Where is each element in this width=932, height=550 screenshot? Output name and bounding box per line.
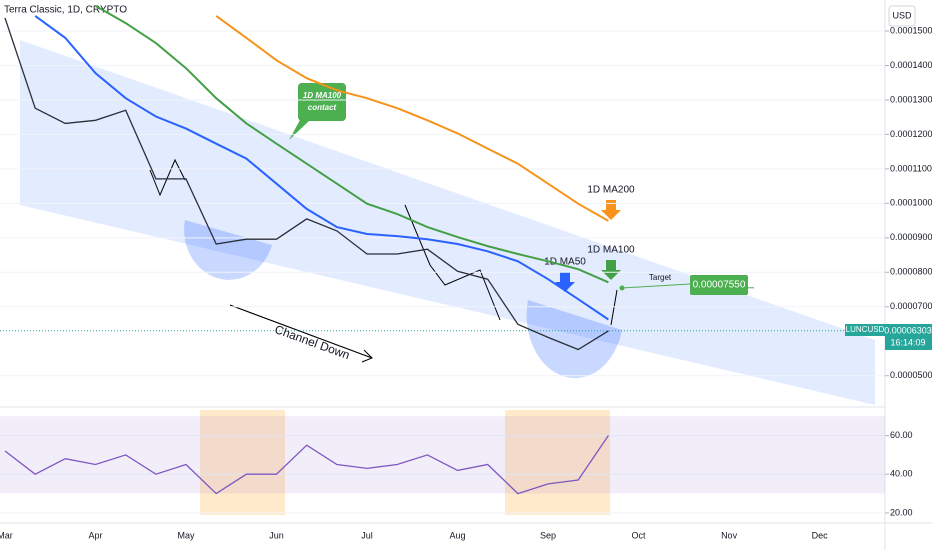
callout bbox=[298, 83, 346, 121]
y-tick-label: 40.00 bbox=[890, 469, 913, 479]
last-price-label: 0.00006303 bbox=[884, 325, 932, 335]
symbol-tag bbox=[845, 324, 885, 336]
bowl bbox=[526, 300, 622, 379]
arrow-head bbox=[361, 349, 373, 363]
annotation: 1D MA50 bbox=[544, 257, 586, 268]
countdown: 16:14:09 bbox=[890, 337, 925, 347]
callout-text: 1D MA100 bbox=[303, 91, 342, 100]
y-tick-label: 0.00005000 bbox=[890, 370, 932, 380]
series-line bbox=[95, 5, 609, 284]
channel bbox=[20, 40, 875, 405]
currency-button[interactable] bbox=[888, 5, 916, 27]
arrow-down bbox=[601, 200, 621, 220]
series-line bbox=[215, 15, 609, 222]
rsi-band bbox=[0, 416, 885, 494]
x-tick-label: Mar bbox=[0, 530, 13, 540]
target-box bbox=[690, 275, 748, 295]
callout-pointer bbox=[289, 120, 310, 140]
x-tick-label: Oct bbox=[632, 530, 647, 540]
drawing bbox=[149, 158, 186, 197]
highlight-box bbox=[505, 410, 610, 515]
series-line bbox=[34, 15, 609, 321]
x-tick-label: Sep bbox=[540, 530, 556, 540]
series-line bbox=[4, 17, 609, 351]
arrow-down bbox=[601, 260, 621, 280]
x-tick-label: Apr bbox=[89, 530, 103, 540]
x-tick-label: May bbox=[178, 530, 196, 540]
currency[interactable]: USD bbox=[892, 10, 912, 20]
highlight-box bbox=[200, 410, 285, 515]
chart-title: Terra Classic, 1D, CRYPTO bbox=[4, 5, 127, 16]
annotation: 1D MA100 bbox=[587, 245, 635, 256]
bowl bbox=[184, 220, 272, 280]
x-tick-label: Nov bbox=[721, 530, 738, 540]
y-tick-label: 60.00 bbox=[890, 430, 913, 440]
arrow bbox=[229, 304, 373, 359]
series-line bbox=[4, 435, 609, 495]
arrow bbox=[610, 289, 618, 326]
annotation: Target bbox=[649, 273, 672, 282]
target-dot bbox=[619, 285, 625, 291]
target-label: 0.00007550 bbox=[693, 280, 746, 291]
y-tick-label: 20.00 bbox=[890, 507, 913, 517]
x-tick-label: Jul bbox=[361, 530, 373, 540]
callout-text: contact bbox=[308, 103, 337, 112]
price-tag bbox=[885, 324, 932, 350]
drawing bbox=[404, 204, 501, 321]
x-tick-label: Dec bbox=[812, 530, 829, 540]
x-tick-label: Aug bbox=[450, 530, 466, 540]
symbol-label: LUNCUSD bbox=[846, 325, 885, 334]
target-line bbox=[621, 283, 691, 289]
x-tick-label: Jun bbox=[269, 530, 284, 540]
annotation: 1D MA200 bbox=[587, 185, 635, 196]
